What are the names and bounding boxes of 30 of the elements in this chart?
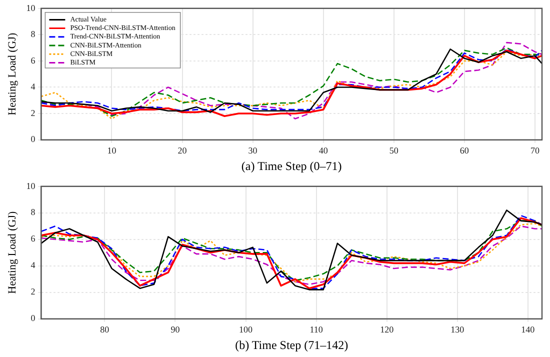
y-tick-label: 2 — [30, 108, 36, 118]
x-tick-label: 120 — [380, 324, 394, 335]
y-axis-title: Heating Load (GJ) — [6, 32, 18, 116]
x-tick-label: 70 — [530, 146, 540, 156]
y-tick-label: 2 — [30, 286, 36, 297]
x-tick-label: 20 — [178, 146, 188, 156]
x-tick-label: 110 — [310, 324, 324, 335]
x-tick-label: 40 — [318, 146, 328, 156]
y-tick-label: 4 — [30, 82, 36, 92]
x-tick-label: 10 — [107, 146, 117, 156]
y-tick-label: 0 — [30, 313, 36, 324]
x-tick-label: 90 — [170, 324, 180, 335]
x-axis-title: (a) Time Step (0–71) — [241, 158, 342, 173]
y-tick-label: 10 — [26, 180, 36, 191]
y-tick-label: 6 — [30, 55, 36, 66]
y-axis-title: Heating Load (GJ) — [6, 211, 18, 294]
x-tick-label: 130 — [450, 324, 465, 335]
x-tick-label: 30 — [248, 146, 258, 156]
x-tick-label: 50 — [389, 146, 399, 156]
y-tick-label: 4 — [30, 260, 36, 270]
x-tick-label: 140 — [521, 324, 536, 335]
x-tick-label: 60 — [460, 146, 470, 156]
y-tick-label: 8 — [30, 29, 36, 40]
x-tick-label: 100 — [239, 324, 253, 335]
x-axis-title: (b) Time Step (71–142) — [235, 338, 348, 352]
y-tick-label: 6 — [30, 234, 36, 244]
y-tick-label: 10 — [26, 2, 36, 13]
x-tick-label: 80 — [100, 324, 110, 335]
y-tick-label: 8 — [30, 207, 36, 218]
y-tick-label: 0 — [30, 134, 36, 144]
